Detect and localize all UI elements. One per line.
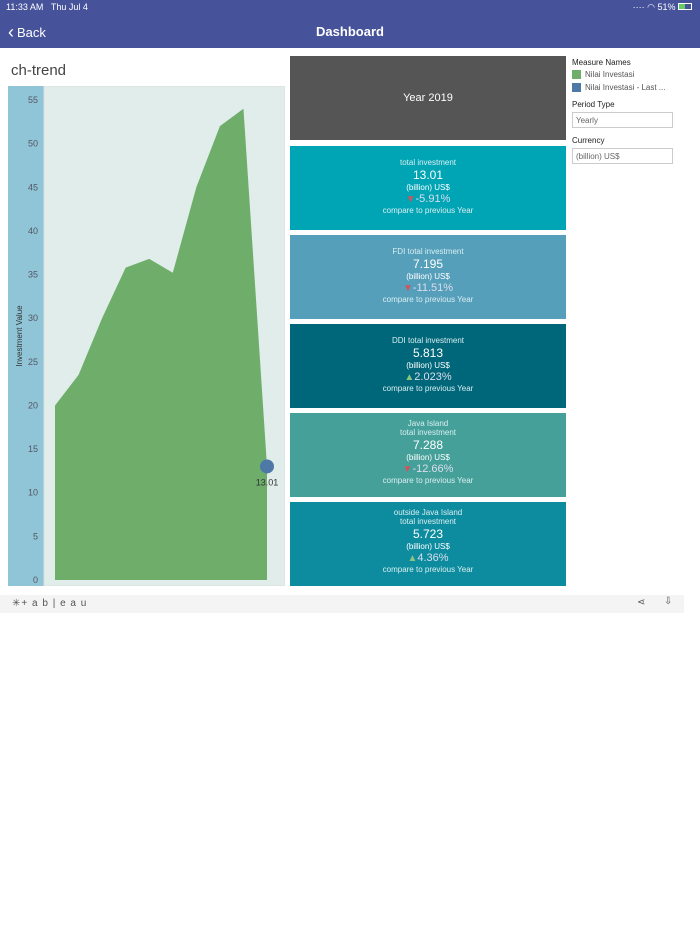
y-tick-label: 30 <box>28 313 38 323</box>
kpi-value: 5.723 <box>412 527 444 541</box>
kpi-card: outside Java Island total investment 5.723… <box>290 502 566 586</box>
kpi-value: 7.195 <box>412 257 444 271</box>
kpi-unit: (billion) US$ <box>406 361 450 370</box>
y-tick-label: 10 <box>28 488 38 498</box>
kpi-change: ▼-12.66% <box>402 463 454 475</box>
triangle-down-icon: ▼ <box>405 194 416 205</box>
kpi-change: ▲2.023% <box>404 371 452 383</box>
y-tick-label: 20 <box>28 400 38 410</box>
period-type-select[interactable]: Yearly <box>572 112 673 128</box>
year-card: Year 2019 <box>290 56 566 140</box>
kpi-change: ▼-5.91% <box>405 193 451 205</box>
trend-chart[interactable]: 0 5 10 15 20 25 30 35 40 45 50 55 Investment Value 13… <box>8 86 285 586</box>
last-value-marker[interactable] <box>260 459 274 474</box>
share-icon[interactable]: ⋖ <box>637 597 646 608</box>
y-tick-label: 15 <box>28 444 38 454</box>
kpi-card: FDI total investment 7.195 (billion) US$ … <box>290 235 566 319</box>
status-time: 11:33 AM Thu Jul 4 <box>6 2 88 12</box>
y-tick-label: 0 <box>33 575 38 585</box>
kpi-label: total investment <box>399 158 457 167</box>
legend-item[interactable]: Nilai Investasi <box>572 70 677 79</box>
kpi-unit: (billion) US$ <box>406 542 450 551</box>
triangle-down-icon: ▼ <box>402 283 413 294</box>
chart-title: ch-trend <box>11 62 67 79</box>
kpi-compare: compare to previous Year <box>382 476 474 485</box>
currency-label: Currency <box>572 136 605 145</box>
kpi-compare: compare to previous Year <box>382 565 474 574</box>
kpi-unit: (billion) US$ <box>406 272 450 281</box>
kpi-compare: compare to previous Year <box>382 384 474 393</box>
page-title: Dashboard <box>316 24 384 39</box>
kpi-card: total investment 13.01 (billion) US$ ▼-5.… <box>290 146 566 230</box>
kpi-card: DDI total investment 5.813 (billion) US$ … <box>290 324 566 408</box>
y-tick-label: 25 <box>28 357 38 367</box>
y-tick-label: 45 <box>28 182 38 192</box>
y-tick-label: 55 <box>28 95 38 105</box>
kpi-card: Java Island total investment 7.288 (billio… <box>290 413 566 497</box>
kpi-compare: compare to previous Year <box>382 295 474 304</box>
triangle-up-icon: ▲ <box>404 372 415 383</box>
download-icon[interactable]: ⇩ <box>664 596 673 607</box>
wifi-icon: ◠ <box>647 2 655 12</box>
side-panel: Measure Names Nilai Investasi Nilai Inve… <box>572 58 677 172</box>
triangle-down-icon: ▼ <box>402 464 413 475</box>
kpi-change: ▼-11.51% <box>402 282 454 294</box>
kpi-label: Java Island <box>407 419 449 428</box>
kpi-value: 7.288 <box>412 438 444 452</box>
tableau-logo: ✳+ a b | e a u <box>12 598 88 609</box>
y-tick-label: 5 <box>33 531 38 541</box>
kpi-label: FDI total investment <box>392 247 464 256</box>
currency-select[interactable]: (billion) US$ <box>572 148 673 164</box>
kpi-unit: (billion) US$ <box>406 453 450 462</box>
data-label: 13.01 <box>256 477 279 487</box>
kpi-change: ▲4.36% <box>407 552 449 564</box>
y-axis-label: Investment Value <box>15 305 24 367</box>
y-axis-band <box>8 86 44 586</box>
status-icons: ···· ◠ 51% <box>633 2 692 13</box>
legend-item[interactable]: Nilai Investasi - Last ... <box>572 83 677 92</box>
area-series[interactable] <box>55 108 267 581</box>
back-button[interactable]: ‹ Back <box>8 22 46 42</box>
y-tick-label: 35 <box>28 270 38 280</box>
kpi-label-2: total investment <box>399 428 457 437</box>
triangle-up-icon: ▲ <box>407 553 418 564</box>
period-label: Period Type <box>572 100 615 109</box>
nav-bar: 11:33 AM Thu Jul 4 ···· ◠ 51% ‹ Back Dash… <box>0 0 700 48</box>
legend-title: Measure Names <box>572 58 631 67</box>
tableau-footer: ✳+ a b | e a u ⋖ ⇩ <box>0 595 684 613</box>
kpi-value: 13.01 <box>412 168 444 182</box>
y-tick-label: 50 <box>28 139 38 149</box>
kpi-label: outside Java Island <box>393 508 463 517</box>
kpi-label: DDI total investment <box>391 336 465 345</box>
y-tick-label: 40 <box>28 226 38 236</box>
kpi-unit: (billion) US$ <box>406 183 450 192</box>
battery-icon <box>678 3 692 10</box>
kpi-value: 5.813 <box>412 346 444 360</box>
kpi-compare: compare to previous Year <box>382 206 474 215</box>
kpi-label-2: total investment <box>399 517 457 526</box>
chevron-left-icon: ‹ <box>8 22 14 42</box>
